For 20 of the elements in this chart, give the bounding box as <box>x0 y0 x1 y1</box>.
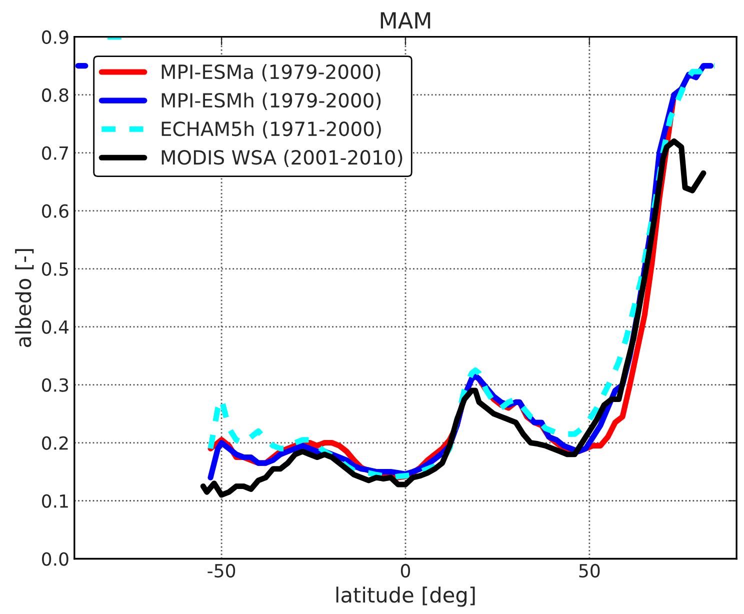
y-tick-label: 0.5 <box>42 262 68 276</box>
y-tick-label: 0.7 <box>42 146 68 160</box>
y-tick-label: 0.1 <box>42 494 68 508</box>
legend-label: MPI-ESMa (1979-2000) <box>162 64 380 82</box>
x-tick-label: -50 <box>208 564 236 578</box>
y-tick-label: 0.3 <box>42 378 68 392</box>
legend-label: MPI-ESMh (1979-2000) <box>162 92 381 110</box>
y-tick-label: 0.4 <box>42 320 69 334</box>
y-tick-label: 0.9 <box>42 30 68 44</box>
legend-label: MODIS WSA (2001-2010) <box>162 150 402 168</box>
y-tick-label: 0.0 <box>42 552 68 566</box>
legend-label: ECHAM5h (1971-2000) <box>162 121 381 138</box>
y-axis-title: albedo [-] <box>15 249 34 348</box>
chart-title: MAM <box>380 12 430 29</box>
x-axis-title: latitude [deg] <box>336 586 475 607</box>
x-tick-label: 0 <box>400 564 410 578</box>
x-tick-label: 50 <box>579 564 600 578</box>
y-tick-label: 0.8 <box>42 88 68 102</box>
y-tick-label: 0.6 <box>42 204 68 218</box>
y-tick-label: 0.2 <box>42 436 68 450</box>
